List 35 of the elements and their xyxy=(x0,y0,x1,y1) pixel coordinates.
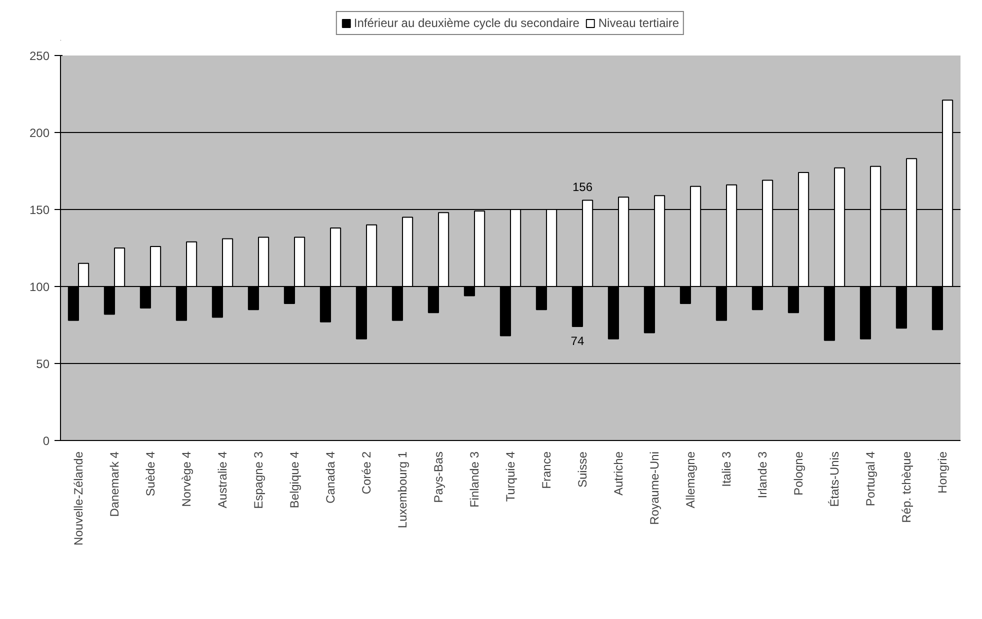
x-tick-label: Autriche xyxy=(612,451,626,496)
x-tick-label: Danemark 4 xyxy=(108,451,122,517)
x-tick-label: Irlande 3 xyxy=(756,451,770,498)
x-tick-label: États-Unis xyxy=(828,451,842,507)
y-tick-label: 100 xyxy=(29,280,50,294)
x-tick-label: Allemagne xyxy=(684,451,698,508)
y-tick-label: 0 xyxy=(42,434,50,448)
x-tick-label: Nouvelle-Zélande xyxy=(72,451,86,546)
x-tick-label: Royaume-Uni xyxy=(648,452,662,525)
x-tick-label: Pologne xyxy=(792,451,806,496)
legend-label: Niveau tertiaire xyxy=(598,16,680,30)
annotation: 74 xyxy=(570,334,584,348)
x-tick-label: Portugal 4 xyxy=(864,451,878,506)
x-tick-label: Pays-Bas xyxy=(432,451,446,503)
y-tick-label: 250 xyxy=(29,49,50,63)
y-tick-label: 150 xyxy=(29,203,50,217)
x-tick-label: Espagne 3 xyxy=(252,451,266,509)
x-tick-label: France xyxy=(540,451,554,489)
x-tick-label: Italie 3 xyxy=(720,451,734,487)
y-tick-label: 50 xyxy=(36,357,50,371)
x-tick-label: Finlande 3 xyxy=(468,451,482,508)
legend-label: Inférieur au deuxième cycle du secondaire xyxy=(354,16,580,30)
x-tick-label: Belgique 4 xyxy=(288,451,302,508)
y-tick-label: 200 xyxy=(29,126,50,140)
x-tick-label: Turquie 4 xyxy=(504,451,518,502)
x-tick-label: Norvège 4 xyxy=(180,451,194,507)
x-tick-label: Suède 4 xyxy=(144,451,158,496)
x-tick-label: Hongrie xyxy=(936,451,950,494)
x-tick-label: Suisse xyxy=(576,451,590,488)
x-tick-label: Canada 4 xyxy=(324,451,338,504)
annotation: 156 xyxy=(572,180,593,194)
x-tick-label: Australie 4 xyxy=(216,451,230,508)
x-tick-label: Luxembourg 1 xyxy=(396,451,410,528)
x-tick-label: Rép. tchèque xyxy=(900,451,914,523)
x-tick-label: Corée 2 xyxy=(360,451,374,494)
